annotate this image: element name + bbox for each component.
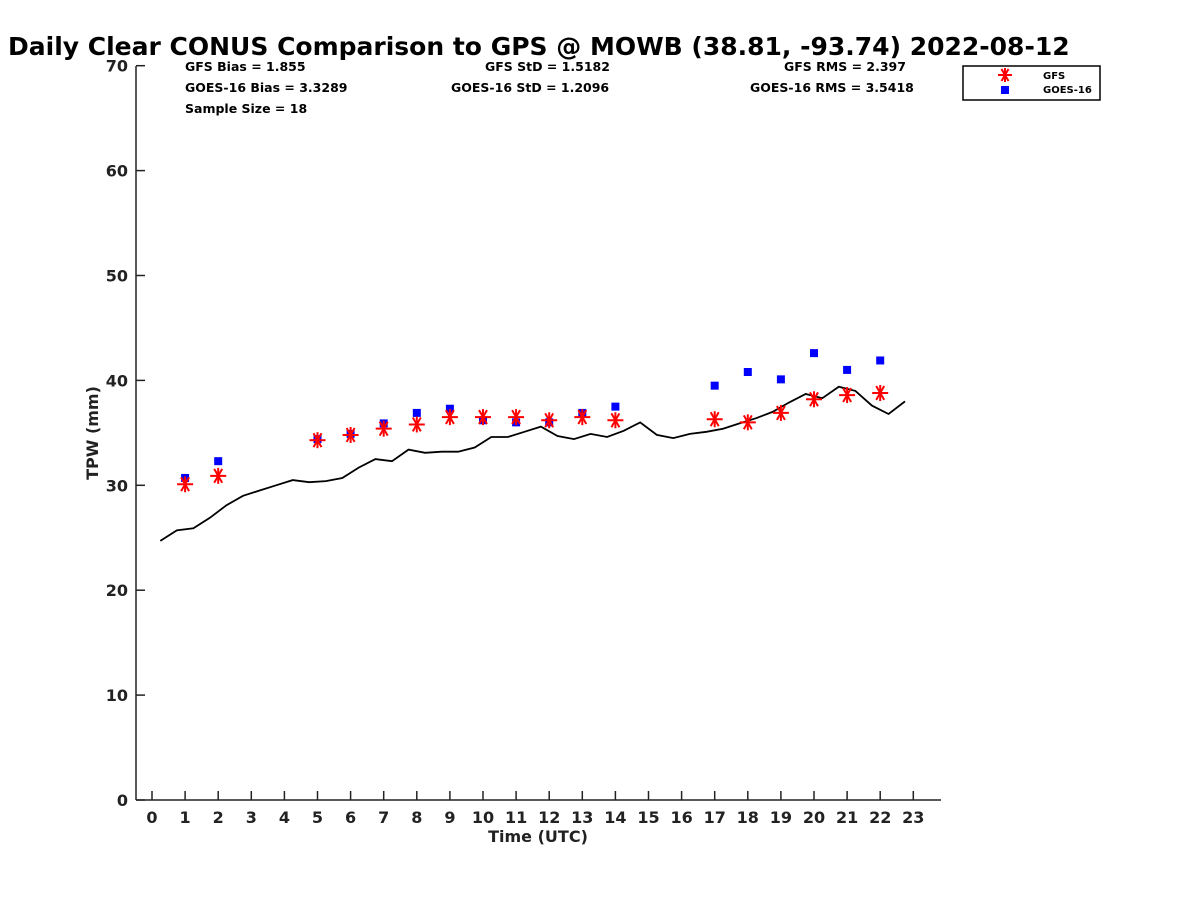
gfs-point — [375, 420, 392, 437]
x-tick-label: 13 — [571, 808, 593, 827]
x-tick-label: 3 — [246, 808, 257, 827]
y-tick-label: 30 — [106, 476, 128, 495]
legend-gfs-label: GFS — [1043, 71, 1065, 82]
x-tick-label: 10 — [472, 808, 494, 827]
x-tick-label: 0 — [146, 808, 157, 827]
x-tick-label: 20 — [803, 808, 825, 827]
legend-gfs-asterisk — [998, 68, 1012, 82]
goes-bias-stat: GOES-16 Bias = 3.3289 — [185, 80, 347, 95]
gfs-point — [706, 411, 723, 428]
sample-size-stat: Sample Size = 18 — [185, 101, 307, 116]
gfs-point — [475, 409, 491, 426]
plot-area — [159, 349, 906, 542]
gfs-point — [574, 409, 591, 426]
goes-point — [214, 457, 223, 466]
gfs-point — [772, 404, 789, 421]
y-tick-label: 10 — [106, 686, 128, 705]
x-tick-label: 21 — [836, 808, 858, 827]
gfs-point — [739, 414, 756, 431]
goes-point — [876, 356, 885, 365]
x-tick-label: 18 — [737, 808, 759, 827]
y-tick-label: 60 — [106, 162, 128, 181]
gfs-rms-stat: GFS RMS = 2.397 — [784, 59, 906, 74]
legend: GFS GOES-16 — [962, 65, 1101, 101]
x-tick-label: 11 — [505, 808, 527, 827]
goes-rms-stat: GOES-16 RMS = 3.5418 — [750, 80, 914, 95]
x-tick-label: 16 — [670, 808, 692, 827]
x-tick-label: 23 — [902, 808, 924, 827]
goes-point — [412, 408, 421, 417]
axes — [135, 66, 941, 801]
gfs-point — [342, 426, 359, 443]
gfs-point — [839, 387, 856, 404]
goes-point — [611, 402, 620, 411]
y-tick-label: 50 — [106, 267, 128, 286]
x-tick-label: 8 — [411, 808, 422, 827]
gfs-point — [872, 384, 889, 401]
x-axis-label: Time (UTC) — [488, 827, 588, 846]
gfs-point — [541, 412, 558, 429]
x-tick-label: 22 — [869, 808, 891, 827]
legend-goes-label: GOES-16 — [1043, 85, 1092, 96]
gps-line — [159, 385, 906, 542]
x-tick-label: 12 — [538, 808, 560, 827]
x-tick-label: 1 — [180, 808, 191, 827]
gfs-point — [309, 432, 326, 449]
goes-point — [743, 368, 752, 377]
x-tick-label: 9 — [444, 808, 455, 827]
y-tick-label: 20 — [106, 581, 128, 600]
goes-point — [710, 381, 719, 390]
y-axis-label: TPW (mm) — [83, 386, 102, 480]
goes-point — [810, 349, 818, 358]
gfs-point — [210, 467, 227, 484]
x-ticks: 0 1 2 3 4 5 6 7 8 9 10 11 12 13 14 15 16 17 18 19 20 21 22 23 — [146, 791, 924, 827]
gfs-point — [177, 476, 194, 493]
x-tick-label: 2 — [213, 808, 224, 827]
x-tick-label: 7 — [378, 808, 389, 827]
gfs-bias-stat: GFS Bias = 1.855 — [185, 59, 306, 74]
x-tick-label: 4 — [279, 808, 290, 827]
goes-std-stat: GOES-16 StD = 1.2096 — [451, 80, 609, 95]
x-tick-label: 15 — [637, 808, 659, 827]
legend-goes-marker — [1001, 86, 1009, 94]
gfs-point — [508, 409, 525, 426]
gfs-point — [806, 391, 822, 408]
gfs-point — [441, 409, 458, 426]
goes-point — [445, 404, 454, 413]
y-tick-label: 0 — [117, 791, 128, 810]
x-tick-label: 17 — [704, 808, 726, 827]
goes-point — [776, 375, 785, 384]
y-tick-label: 70 — [106, 57, 128, 76]
x-tick-label: 5 — [312, 808, 323, 827]
y-ticks: 0 10 20 30 40 50 60 70 — [106, 57, 145, 810]
legend-box — [962, 65, 1101, 101]
gfs-std-stat: GFS StD = 1.5182 — [485, 59, 610, 74]
x-tick-label: 19 — [770, 808, 792, 827]
x-tick-label: 14 — [604, 808, 626, 827]
x-tick-label: 6 — [345, 808, 356, 827]
legend-gfs-marker — [998, 68, 1012, 82]
goes-point — [843, 365, 852, 374]
y-tick-label: 40 — [106, 371, 128, 390]
gfs-point — [408, 416, 425, 433]
chart-title: Daily Clear CONUS Comparison to GPS @ MO… — [8, 32, 1070, 61]
gfs-point — [607, 412, 624, 429]
